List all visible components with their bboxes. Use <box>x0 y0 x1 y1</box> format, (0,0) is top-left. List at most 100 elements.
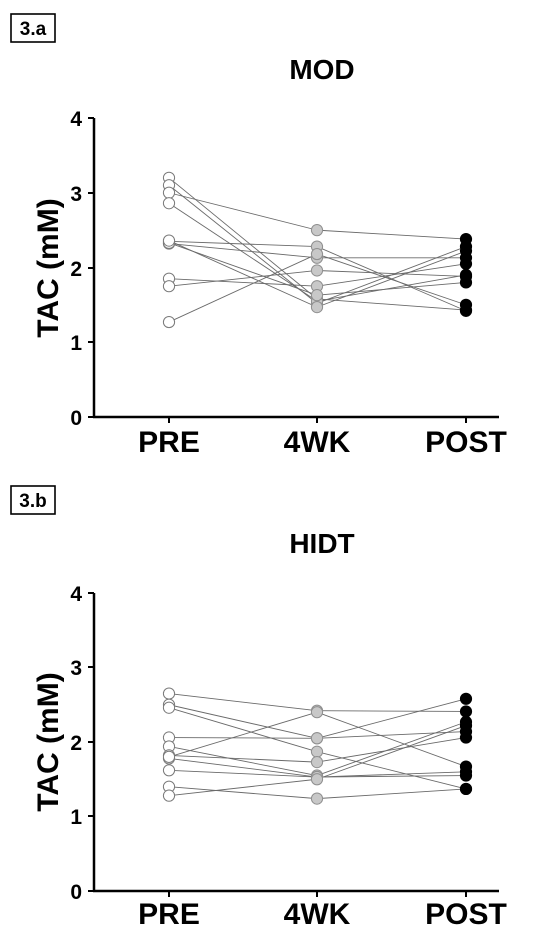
panel-a-point-4wk-subject-3 <box>310 224 324 237</box>
panel-a-point-post-subject-10 <box>459 276 473 289</box>
panel-b-subject-8-segment-2 <box>316 771 467 778</box>
panel-a-subject-4-segment-1 <box>168 202 318 302</box>
panel-b-subject-7-segment-2 <box>316 775 467 778</box>
panel-a-subject-11-segment-1 <box>168 240 318 308</box>
panel-a-point-post-subject-7 <box>459 257 473 270</box>
panel-a: 3.a MOD TAC (mM) 0 1 2 3 4 PRE <box>10 13 507 459</box>
panel-b-point-pre-subject-1 <box>162 687 176 700</box>
panel-b-subject-9-segment-2 <box>316 788 467 800</box>
panel-b-point-post-subject-9 <box>459 782 473 796</box>
panel-b-point-4wk-subject-4 <box>310 732 324 745</box>
panel-a-subject-1-segment-2 <box>316 298 467 311</box>
panel-a-y-ticks <box>88 117 94 418</box>
panel-b-point-pre-subject-10 <box>162 789 176 802</box>
panel-b-subject-11-segment-1 <box>168 711 318 758</box>
panel-b-point-4wk-subject-9 <box>310 792 324 805</box>
panel-a-x-label-post: POST <box>425 426 507 459</box>
panel-a-point-pre-subject-8 <box>162 280 176 293</box>
panel-a-x-ticks <box>168 417 467 423</box>
panel-b-subject-10-segment-2 <box>316 725 467 780</box>
panel-b-subject-10-segment-1 <box>168 778 318 797</box>
panel-a-subject-1-segment-1 <box>168 177 318 300</box>
panel-b-y-ticks <box>88 592 94 892</box>
panel-b-tag: 3.b <box>19 491 46 512</box>
panel-b-point-post-subject-1 <box>459 705 473 718</box>
panel-b-subject-2-segment-1 <box>168 704 318 739</box>
panel-a-y-tick-label-4: 4 <box>70 108 82 131</box>
panel-a-subject-11-segment-2 <box>316 250 467 308</box>
panel-a-y-tick-label-1: 1 <box>70 332 82 355</box>
panel-b-x-ticks <box>168 891 467 897</box>
panel-a-point-post-subject-9 <box>459 298 473 311</box>
panel-b-y-tick-label-0: 0 <box>70 881 82 904</box>
panel-a-x-label-4wk: 4WK <box>284 426 351 459</box>
panel-b-title: HIDT <box>289 528 354 559</box>
panel-a-subject-8-segment-1 <box>168 270 318 287</box>
panel-b-subject-1-segment-1 <box>168 693 318 712</box>
panel-a-subject-3-segment-2 <box>316 229 467 240</box>
panel-a-x-label-pre: PRE <box>138 426 200 459</box>
panel-b-y-tick-label-4: 4 <box>70 583 82 606</box>
panel-b-y-tick-labels: 0 1 2 3 4 <box>70 583 82 904</box>
panel-a-y-tick-label-2: 2 <box>70 258 82 281</box>
panel-b-y-axis-label: TAC (mM) <box>32 672 65 811</box>
panel-a-tag: 3.a <box>20 19 47 40</box>
panel-a-point-pre-subject-9 <box>162 315 176 329</box>
panel-b-data-points <box>162 687 473 805</box>
panel-b-subject-5-segment-2 <box>316 721 467 776</box>
panel-a-point-pre-subject-11 <box>162 234 176 247</box>
panel-b-subject-3-segment-2 <box>316 751 467 790</box>
panel-b-subject-1-segment-2 <box>316 710 467 712</box>
panel-b-x-label-4wk: 4WK <box>284 898 351 929</box>
panel-b-tag-box <box>10 485 56 515</box>
panel-a-subject-8-segment-2 <box>316 270 467 277</box>
panel-b-subject-4-segment-2 <box>316 731 467 739</box>
panel-a-point-pre-subject-4 <box>162 197 176 210</box>
panel-a-subject-4-segment-2 <box>316 274 467 302</box>
panel-a-subject-7-segment-1 <box>168 278 318 287</box>
panel-b-point-post-subject-10 <box>459 719 473 732</box>
panel-b-y-tick-label-2: 2 <box>70 732 82 755</box>
panel-b-subject-9-segment-1 <box>168 786 318 800</box>
panel-a-y-tick-labels: 0 1 2 3 4 <box>70 108 82 430</box>
panel-b: 3.b HIDT TAC (mM) 0 1 2 3 4 PRE 4WK PO <box>10 485 507 929</box>
panel-a-y-axis-label: TAC (mM) <box>32 198 65 337</box>
panel-a-point-4wk-subject-8 <box>310 264 324 277</box>
panel-b-y-tick-label-3: 3 <box>70 657 82 680</box>
panel-b-point-4wk-subject-3 <box>310 745 324 758</box>
panel-a-subject-9-segment-1 <box>168 253 318 323</box>
panel-a-point-4wk-subject-9 <box>310 247 324 261</box>
panel-b-subject-7-segment-1 <box>168 757 318 778</box>
panel-b-point-post-subject-2 <box>459 692 473 705</box>
panel-b-subject-11-segment-2 <box>316 711 467 768</box>
panel-b-subject-lines <box>168 693 467 800</box>
panel-a-x-tick-labels: PRE 4WK POST <box>138 426 507 459</box>
panel-a-data-points <box>162 171 473 329</box>
panel-b-point-pre-subject-11 <box>162 750 176 764</box>
panel-a-point-post-subject-3 <box>459 232 473 246</box>
panel-a-subject-6-segment-1 <box>168 243 318 259</box>
panel-b-point-post-subject-11 <box>459 760 473 773</box>
panel-b-subject-8-segment-1 <box>168 769 318 778</box>
panel-b-subject-5-segment-1 <box>168 746 318 776</box>
panel-a-subject-lines <box>168 177 467 323</box>
panel-b-subject-6-segment-2 <box>316 737 467 763</box>
panel-b-point-pre-subject-8 <box>162 764 176 777</box>
panel-a-point-4wk-subject-10 <box>310 289 324 302</box>
panel-b-point-pre-subject-3 <box>162 701 176 714</box>
panel-a-title: MOD <box>289 54 354 85</box>
panel-b-point-4wk-subject-11 <box>310 706 324 719</box>
panel-b-subject-2-segment-2 <box>316 698 467 739</box>
panel-a-point-post-subject-11 <box>459 244 473 258</box>
panel-b-point-4wk-subject-10 <box>310 773 324 786</box>
panel-a-point-pre-subject-3 <box>162 186 176 199</box>
panel-b-subject-6-segment-1 <box>168 754 318 763</box>
panel-a-tag-box <box>10 13 56 43</box>
panel-b-x-label-post: POST <box>425 898 507 929</box>
panel-b-point-post-subject-6 <box>459 731 473 744</box>
panel-a-subject-10-segment-2 <box>316 282 467 296</box>
panel-b-x-label-pre: PRE <box>138 898 200 929</box>
panel-b-subject-3-segment-1 <box>168 707 318 753</box>
panel-a-y-tick-label-3: 3 <box>70 183 82 206</box>
